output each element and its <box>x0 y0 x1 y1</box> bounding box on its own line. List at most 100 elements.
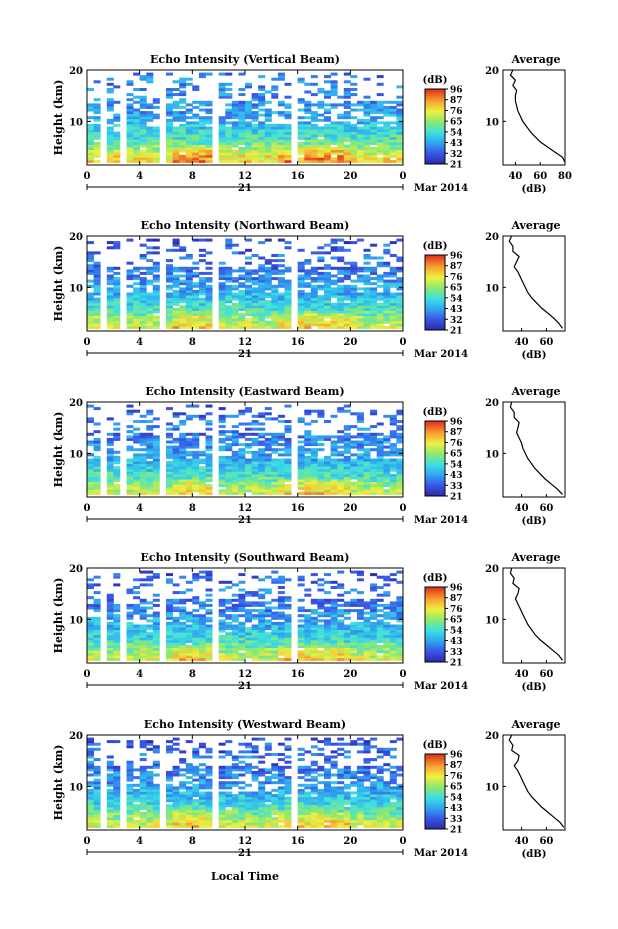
heatmap-cell <box>93 645 101 648</box>
heatmap-cell <box>106 417 114 421</box>
heatmap-cell <box>172 445 180 449</box>
heatmap-cell <box>172 289 180 293</box>
heatmap-cell <box>304 634 312 638</box>
heatmap-cell <box>304 799 312 803</box>
heatmap-cell <box>225 491 233 495</box>
heatmap-cell <box>133 824 141 828</box>
heatmap-cell <box>396 302 404 306</box>
heatmap-cell <box>126 108 134 112</box>
heatmap-cell <box>166 611 173 615</box>
heatmap-cell <box>87 144 94 148</box>
heatmap-cell <box>87 479 94 482</box>
heatmap-cell <box>356 279 364 283</box>
heatmap-cell <box>317 473 325 477</box>
heatmap-cell <box>356 591 364 595</box>
heatmap-cell <box>238 93 246 97</box>
heatmap-cell <box>277 812 285 815</box>
heatmap-cell <box>106 448 114 452</box>
heatmap-cell <box>198 486 206 490</box>
heatmap-cell <box>225 621 233 625</box>
heatmap-cell <box>126 796 134 800</box>
heatmap-cell <box>251 292 259 296</box>
heatmap-cell <box>166 266 173 270</box>
heatmap-cell <box>139 420 147 423</box>
heatmap-cell <box>304 491 312 495</box>
heatmap-cell <box>337 157 345 161</box>
heatmap-cell <box>179 799 187 803</box>
heatmap-cell <box>343 466 351 470</box>
heatmap-cell <box>126 320 134 324</box>
heatmap-cell <box>376 320 384 324</box>
heatmap-cell <box>370 287 378 291</box>
heatmap-cell <box>356 305 364 309</box>
heatmap-cell <box>396 147 404 150</box>
heatmap-cell <box>166 799 173 803</box>
heatmap-cell <box>304 794 312 798</box>
heatmap-cell <box>271 580 279 584</box>
heatmap-cell <box>389 295 397 299</box>
heatmap-cell <box>297 791 305 795</box>
heatmap-cell <box>192 315 200 319</box>
heatmap-cell <box>277 621 285 625</box>
heatmap-cell <box>198 619 206 623</box>
heatmap-cell <box>264 136 272 140</box>
heatmap-cell <box>146 72 154 76</box>
heatmap-cell <box>310 484 318 488</box>
heatmap-cell <box>330 476 338 480</box>
heatmap-cell <box>324 116 331 120</box>
heatmap-cell <box>297 300 305 304</box>
heatmap-cell <box>198 781 206 785</box>
heatmap-cell <box>113 573 121 577</box>
heatmap-cell <box>218 445 226 449</box>
heatmap-cell <box>363 801 371 805</box>
heatmap-cell <box>245 152 252 156</box>
heatmap-cell <box>225 246 233 250</box>
heatmap-cell <box>238 266 246 270</box>
heatmap-cell <box>310 809 318 813</box>
heatmap-cell <box>205 131 213 135</box>
heatmap-cell <box>376 647 384 651</box>
heatmap-cell <box>152 105 160 109</box>
heatmap-cell <box>166 313 173 316</box>
heatmap-cell <box>231 141 239 145</box>
heatmap-cell <box>350 801 358 805</box>
heatmap-cell <box>389 131 397 135</box>
heatmap-cell <box>139 144 147 148</box>
heatmap-cell <box>218 463 226 467</box>
heatmap-cell <box>238 295 246 299</box>
heatmap-cell <box>126 139 134 143</box>
heatmap-cell <box>310 455 318 459</box>
heatmap-cell <box>146 105 154 109</box>
heatmap-cell <box>146 624 154 628</box>
heatmap-cell <box>284 473 292 477</box>
heatmap-cell <box>179 266 187 270</box>
heatmap-cell <box>93 437 101 441</box>
heatmap-cell <box>106 484 114 488</box>
heatmap-cell <box>304 409 312 413</box>
heatmap-cell <box>152 801 160 805</box>
heatmap-cell <box>113 241 121 245</box>
heatmap-cell <box>297 310 305 314</box>
heatmap-cell <box>179 473 187 477</box>
heatmap-cell <box>93 652 101 656</box>
heatmap-cell <box>343 284 351 288</box>
heatmap-cell <box>198 652 206 656</box>
heatmap-cell <box>389 129 397 133</box>
heatmap-cell <box>231 139 239 143</box>
heatmap-cell <box>166 463 173 467</box>
heatmap-cell <box>245 645 252 648</box>
heatmap-cell <box>218 297 226 301</box>
heatmap-cell <box>297 606 305 610</box>
heatmap-cell <box>396 598 404 602</box>
heatmap-cell <box>205 100 213 104</box>
heatmap-cell <box>317 627 325 631</box>
heatmap-cell <box>192 134 200 138</box>
heatmap-cell <box>330 123 338 127</box>
heatmap-cell <box>251 616 259 620</box>
heatmap-cell <box>363 448 371 452</box>
profile-frame <box>502 401 566 498</box>
heatmap-cell <box>198 129 206 133</box>
heatmap-cell <box>389 486 397 490</box>
heatmap-cell <box>172 152 180 156</box>
heatmap-cell <box>310 305 318 309</box>
